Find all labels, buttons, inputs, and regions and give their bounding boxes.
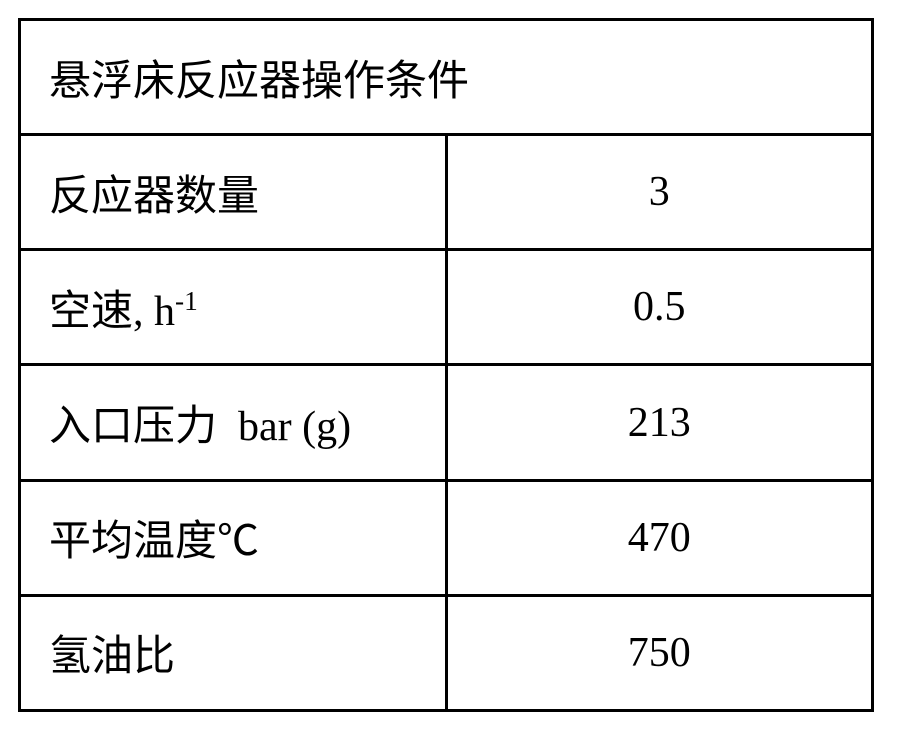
row-value: 750 xyxy=(446,595,873,710)
row-label: 反应器数量 xyxy=(20,135,447,250)
table-container: 悬浮床反应器操作条件 反应器数量 3 空速, h-1 0.5 入口压力 bar … xyxy=(0,0,902,730)
table-row: 入口压力 bar (g) 213 xyxy=(20,365,873,480)
row-label: 氢油比 xyxy=(20,595,447,710)
table-row: 反应器数量 3 xyxy=(20,135,873,250)
table-title-cell: 悬浮床反应器操作条件 xyxy=(20,20,873,135)
table-header-row: 悬浮床反应器操作条件 xyxy=(20,20,873,135)
table-row: 氢油比 750 xyxy=(20,595,873,710)
table-title: 悬浮床反应器操作条件 xyxy=(49,59,469,105)
operating-conditions-table: 悬浮床反应器操作条件 反应器数量 3 空速, h-1 0.5 入口压力 bar … xyxy=(18,18,874,712)
row-value: 3 xyxy=(446,135,873,250)
row-value: 213 xyxy=(446,365,873,480)
row-label: 入口压力 bar (g) xyxy=(20,365,447,480)
table-row: 空速, h-1 0.5 xyxy=(20,250,873,365)
table-row: 平均温度℃ 470 xyxy=(20,480,873,595)
row-label: 空速, h-1 xyxy=(20,250,447,365)
row-value: 470 xyxy=(446,480,873,595)
row-label: 平均温度℃ xyxy=(20,480,447,595)
row-value: 0.5 xyxy=(446,250,873,365)
